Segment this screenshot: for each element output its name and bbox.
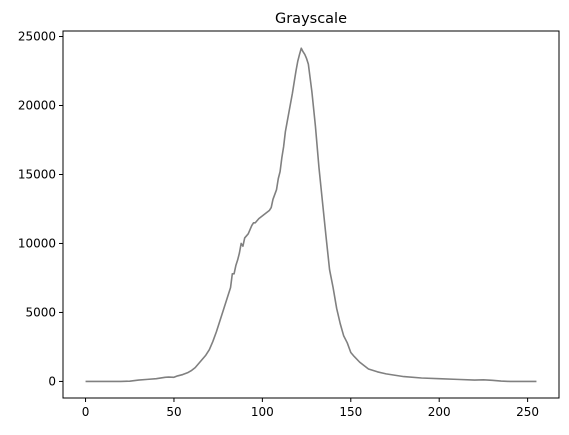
x-tick-label: 50 (166, 405, 181, 419)
axis-ticks: 0 50 100 150 200 250 0 5000 10000 15000 20000 25000 (18, 30, 539, 419)
y-tick-label: 5000 (25, 305, 56, 319)
x-tick-label: 250 (516, 405, 539, 419)
y-tick-label: 0 (48, 374, 56, 388)
x-tick-label: 0 (82, 405, 90, 419)
histogram-series-line (85, 47, 537, 383)
plot-area-frame (62, 30, 560, 399)
chart-title: Grayscale (275, 11, 347, 27)
x-tick-label: 100 (251, 405, 274, 419)
x-tick-label: 150 (339, 405, 362, 419)
y-tick-label: 10000 (18, 236, 56, 250)
x-tick-label: 200 (428, 405, 451, 419)
series-layer (85, 47, 537, 383)
y-tick-label: 15000 (18, 167, 56, 181)
y-tick-label: 20000 (18, 99, 56, 113)
y-tick-label: 25000 (18, 30, 56, 44)
